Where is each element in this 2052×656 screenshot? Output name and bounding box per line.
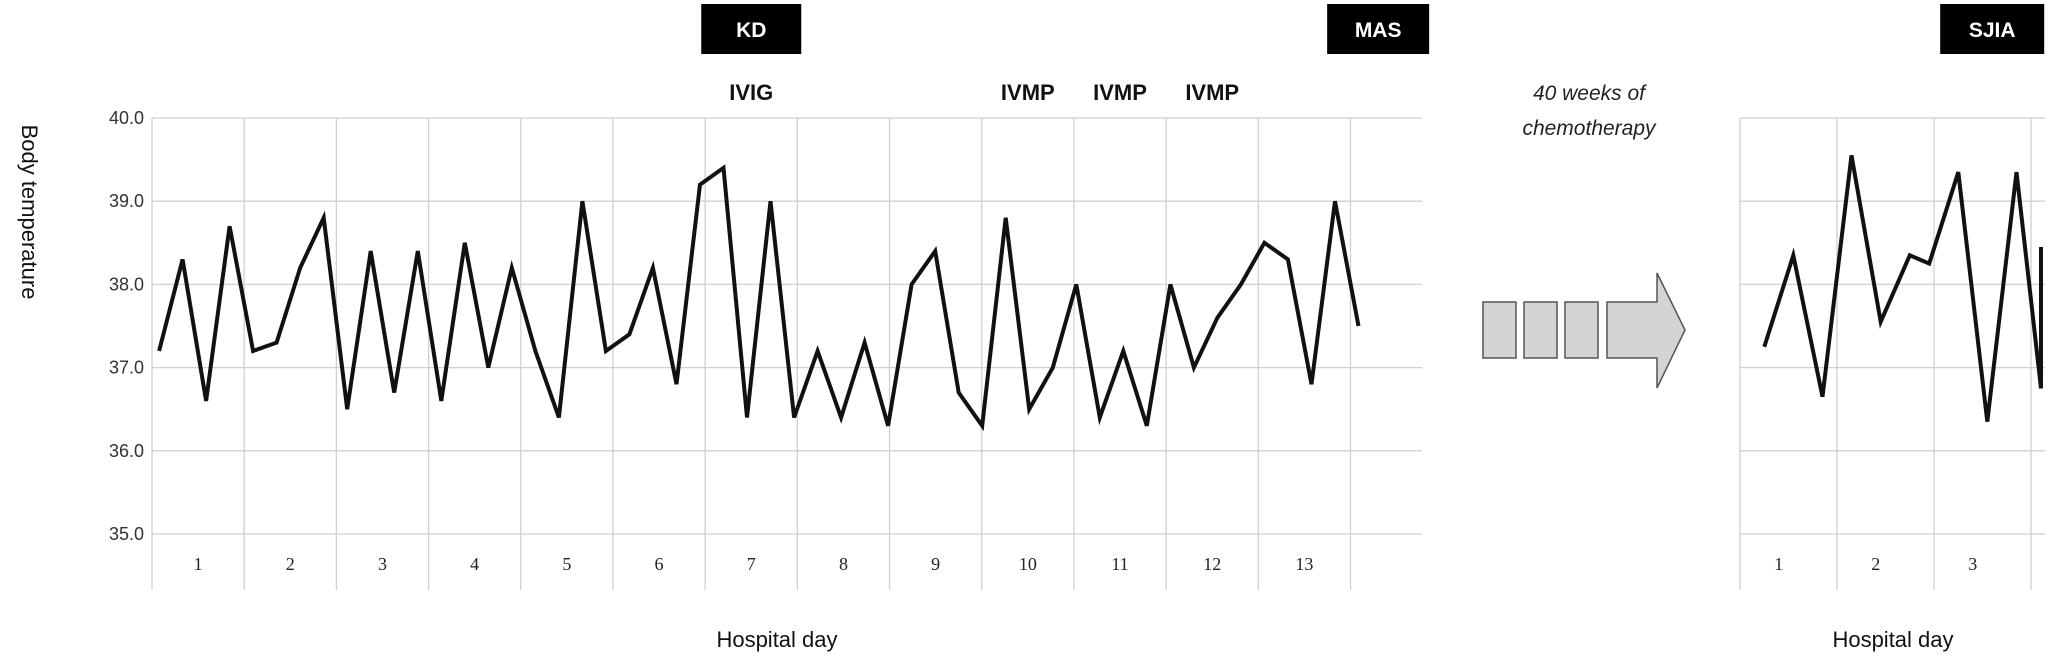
annotation-box-kd [701,4,802,54]
left-annotations: KD MAS IVIG IVMP IVMP IVMP [701,4,1430,105]
left-x-tick-labels: 1 2 3 4 5 6 7 8 9 10 11 12 13 [194,554,1314,574]
y-tick-label-5: 35.0 [109,524,144,544]
annotation-box-mas [1327,4,1430,54]
transition-note-line-1: 40 weeks of [1533,82,1647,105]
left-x-tick-label-1: 1 [194,554,203,574]
left-x-tick-label-13: 13 [1295,554,1313,574]
right-temperature-series [1762,155,2043,422]
treatment-label-3: IVMP [1185,80,1239,105]
left-x-tick-label-4: 4 [470,554,479,574]
right-chart: 1 2 3 SJIA Hospital day [1739,4,2045,652]
y-tick-label-1: 39.0 [109,191,144,211]
right-x-axis-title: Hospital day [1832,627,1953,652]
annotation-box-sjia [1940,4,2045,54]
y-axis-title: Body temperature [17,125,42,300]
left-chart: 40.039.038.037.036.035.0 1 2 3 4 5 6 7 8 9 10 11 12… [17,4,1430,652]
left-x-tick-label-3: 3 [378,554,387,574]
left-temperature-series [157,164,1361,432]
right-x-tick-label-3: 3 [1968,554,1977,574]
left-gridlines [151,117,1422,590]
transition-block-2 [1523,301,1558,359]
left-x-tick-label-9: 9 [931,554,940,574]
left-x-tick-label-10: 10 [1019,554,1037,574]
right-temperature-line [1762,155,2043,422]
left-x-tick-label-12: 12 [1203,554,1221,574]
left-x-tick-label-6: 6 [655,554,664,574]
left-x-tick-label-2: 2 [286,554,295,574]
treatment-label-2: IVMP [1093,80,1147,105]
right-x-tick-labels: 1 2 3 [1774,554,1977,574]
right-annotations: SJIA [1940,4,2045,54]
annotation-box-label-mas: MAS [1355,19,1402,42]
y-tick-label-2: 38.0 [109,274,144,294]
right-x-tick-label-1: 1 [1774,554,1783,574]
left-temperature-line [157,164,1361,432]
transition-arrow-icon [1606,272,1686,389]
annotation-box-label-kd: KD [736,19,766,42]
right-x-tick-label-2: 2 [1871,554,1880,574]
left-x-tick-label-7: 7 [747,554,756,574]
annotation-box-label-sjia: SJIA [1969,19,2016,42]
left-x-tick-label-8: 8 [839,554,848,574]
y-tick-label-3: 37.0 [109,358,144,378]
left-y-tick-labels: 40.0 39.0 38.0 37.0 36.0 35.0 [109,108,144,544]
y-tick-label-4: 36.0 [109,441,144,461]
y-tick-label-0: 40.0 [109,108,144,128]
transition-arrow-group: 40 weeks of chemotherapy [1482,82,1686,389]
treatment-label-0: IVIG [729,80,773,105]
transition-block-1 [1482,301,1517,359]
transition-block-3 [1564,301,1599,359]
right-gridlines [1739,117,2045,590]
left-x-axis-title: Hospital day [716,627,837,652]
left-x-tick-label-11: 11 [1111,554,1128,574]
treatment-label-1: IVMP [1001,80,1055,105]
left-x-tick-label-5: 5 [562,554,571,574]
transition-note-line-2: chemotherapy [1522,117,1657,140]
